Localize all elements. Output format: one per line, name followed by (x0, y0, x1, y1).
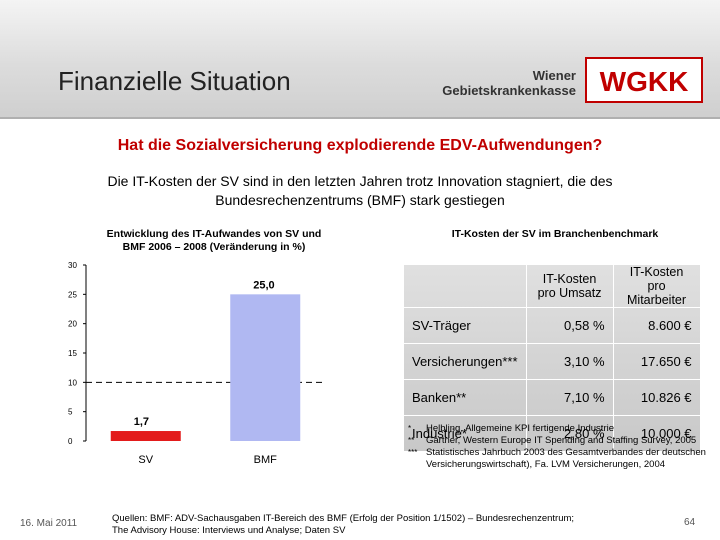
table-title: IT-Kosten der SV im Branchenbenchmark (451, 228, 659, 240)
y-tick-label: 25 (68, 290, 77, 299)
cell-mitarbeiter: 10.000 € (612, 415, 701, 452)
footnote-mark: ** (408, 436, 415, 445)
footnote: * Helbling, Allgemeine KPI fertigende In… (408, 423, 708, 435)
chart-title-line1: Entwicklung des IT-Aufwandes von SV und (106, 228, 322, 240)
organization-name: Wiener Gebietskrankenkasse (436, 68, 576, 98)
cell-umsatz: 2,80 % (525, 415, 614, 452)
y-tick-label: 20 (68, 320, 77, 329)
bar (110, 431, 181, 441)
cell-umsatz: 3,10 % (525, 343, 614, 380)
y-tick-label: 0 (68, 437, 73, 446)
data-label: 25,0 (253, 279, 274, 291)
footnote-text: Helbling, Allgemeine KPI fertigende Indu… (426, 423, 615, 434)
cell-umsatz: 7,10 % (525, 379, 614, 416)
logo-text: WGKK (600, 66, 689, 97)
row-label: SV-Träger (403, 307, 527, 344)
data-label: 1,7 (134, 416, 149, 428)
footer-date: 16. Mai 2011 (20, 518, 78, 529)
subheading: Die IT-Kosten der SV sind in den letzten… (20, 172, 700, 210)
chart-title: Entwicklung des IT-Aufwandes von SV und … (80, 228, 348, 254)
footer-sources: Quellen: BMF: ADV-Sachausgaben IT-Bereic… (112, 513, 652, 537)
cell-mitarbeiter: 8.600 € (612, 307, 701, 344)
page-number: 64 (684, 517, 696, 528)
wgkk-logo: WGKK (585, 57, 703, 103)
footnote: ** Gartner, Western Europe IT Spending a… (408, 435, 708, 447)
x-category-label: BMF (254, 454, 278, 466)
table-corner-cell (403, 264, 527, 308)
table-row: Versicherungen*** 3,10 % 17.650 € (403, 343, 701, 380)
row-label: Versicherungen*** (403, 343, 527, 380)
org-name-line1: Wiener (532, 68, 576, 83)
table-row: Industrie* 2,80 % 10.000 € (403, 415, 701, 452)
subheading-line2: Bundesrechenzentrums (BMF) stark gestieg… (215, 192, 505, 208)
cell-mitarbeiter: 17.650 € (612, 343, 701, 380)
y-tick-label: 30 (68, 261, 77, 270)
y-tick-label: 5 (68, 408, 73, 417)
footnote-mark: * (408, 424, 412, 433)
row-label: Industrie* (403, 415, 527, 452)
it-expense-bar-chart: 0 5 10 15 20 25 30 1,7 SV 25,0 BMF (68, 261, 325, 466)
benchmark-table: IT-Kosten pro Umsatz IT-Kosten pro Mitar… (403, 264, 701, 452)
source-line1: Quellen: BMF: ADV-Sachausgaben IT-Bereic… (112, 513, 575, 524)
org-name-line2: Gebietskrankenkasse (442, 83, 576, 98)
source-line2: The Advisory House: Interviews und Analy… (112, 525, 346, 536)
footnote-mark: *** (408, 448, 418, 457)
subheading-line1: Die IT-Kosten der SV sind in den letzten… (107, 173, 613, 189)
y-tick-label: 15 (68, 349, 77, 358)
footnote-text: Gartner, Western Europe IT Spending and … (426, 435, 697, 446)
cell-umsatz: 0,58 % (525, 307, 614, 344)
row-label: Banken** (403, 379, 527, 416)
table-header-row: IT-Kosten pro Umsatz IT-Kosten pro Mitar… (403, 264, 701, 308)
bar (230, 294, 301, 441)
footnote: *** Statistisches Jahrbuch 2003 des Gesa… (408, 447, 708, 471)
x-category-label: SV (138, 454, 153, 466)
header-it-kosten-umsatz: IT-Kosten pro Umsatz (525, 264, 614, 308)
header-divider (0, 117, 720, 119)
question-heading: Hat die Sozialversicherung explodierende… (117, 137, 603, 154)
y-tick-label: 10 (68, 378, 77, 387)
table-row: Banken** 7,10 % 10.826 € (403, 379, 701, 416)
chart-title-line2: BMF 2006 – 2008 (Veränderung in %) (122, 241, 306, 253)
header-it-kosten-mitarbeiter: IT-Kosten pro Mitarbeiter (612, 264, 701, 308)
slide-title: Finanzielle Situation (58, 66, 291, 96)
footnotes: * Helbling, Allgemeine KPI fertigende In… (408, 423, 708, 471)
footnote-text: Statistisches Jahrbuch 2003 des Gesamtve… (426, 447, 706, 470)
table-row: SV-Träger 0,58 % 8.600 € (403, 307, 701, 344)
cell-mitarbeiter: 10.826 € (612, 379, 701, 416)
